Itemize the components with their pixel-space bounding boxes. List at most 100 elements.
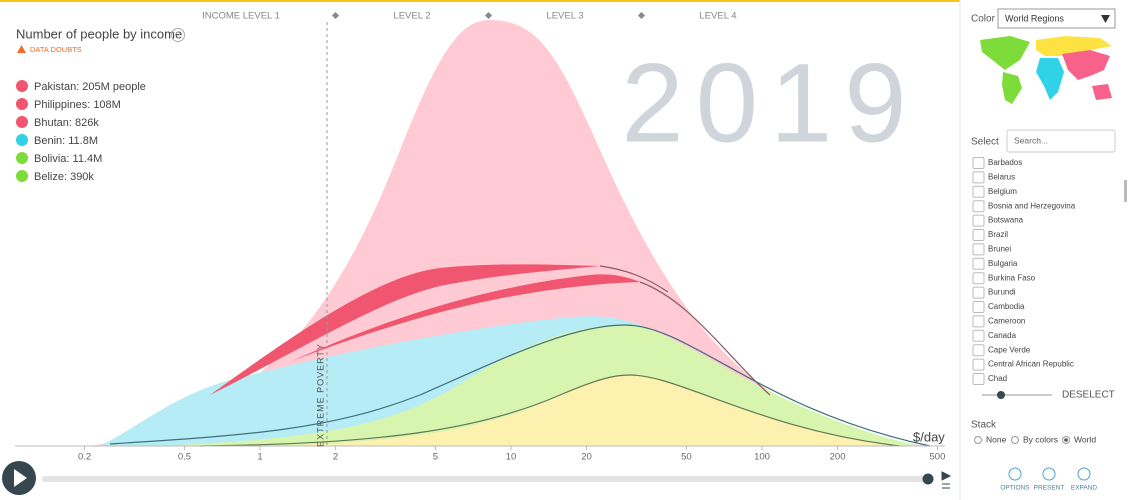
color-select[interactable] xyxy=(997,8,1116,29)
speed-icon[interactable] xyxy=(941,471,952,489)
country-name[interactable]: Canada xyxy=(988,331,1017,340)
map-americas-north xyxy=(980,36,1030,70)
country-checkbox[interactable] xyxy=(972,373,985,385)
map-europe xyxy=(1036,36,1112,56)
country-name[interactable]: Brazil xyxy=(988,230,1008,239)
country-name[interactable]: Bosnia and Herzegovina xyxy=(988,201,1076,210)
stack-option-label[interactable]: None xyxy=(986,434,1007,444)
x-tick-label: 20 xyxy=(581,452,592,463)
legend-label[interactable]: Pakistan: 205M people xyxy=(34,81,146,93)
country-checkbox[interactable] xyxy=(972,344,985,357)
deselect-button[interactable]: DESELECT xyxy=(1062,390,1115,401)
x-tick-label: 2 xyxy=(333,452,338,463)
button-icon[interactable] xyxy=(1008,467,1022,481)
level-diamond xyxy=(637,11,646,20)
map-americas-south xyxy=(1002,72,1022,104)
country-checkbox[interactable] xyxy=(972,315,985,328)
country-name[interactable]: Cambodia xyxy=(988,302,1025,311)
bottom-buttons: OPTIONS PRESENT EXPAND xyxy=(1000,467,1098,492)
stack-radio[interactable] xyxy=(974,436,982,444)
button-label[interactable]: EXPAND xyxy=(1071,485,1098,492)
button-icon[interactable] xyxy=(1042,467,1056,481)
country-list: Barbados Belarus Belgium Bosnia and Herzego… xyxy=(972,157,1076,385)
dropdown-arrow xyxy=(1101,15,1110,23)
country-name[interactable]: Belgium xyxy=(988,187,1017,196)
country-checkbox[interactable] xyxy=(972,185,985,198)
country-checkbox[interactable] xyxy=(972,301,985,313)
legend-dot[interactable] xyxy=(16,170,28,182)
search-placeholder: Search... xyxy=(1014,135,1048,145)
country-name[interactable]: Brunei xyxy=(988,245,1011,254)
size-slider-knob[interactable] xyxy=(997,391,1005,399)
button-label[interactable]: PRESENT xyxy=(1034,485,1065,492)
search-input[interactable] xyxy=(1006,129,1116,153)
legend-label[interactable]: Bhutan: 826k xyxy=(34,117,99,129)
warning-icon xyxy=(17,45,26,53)
line-pakistan xyxy=(599,265,669,293)
x-unit: $/day xyxy=(913,429,945,444)
stack-label: Stack xyxy=(971,420,997,431)
x-tick-label: 0.5 xyxy=(178,452,191,463)
legend-dot[interactable] xyxy=(16,134,28,146)
mountain-chart: EXTREME POVERTY xyxy=(15,20,945,447)
data-doubts[interactable]: DATA DOUBTS xyxy=(30,45,82,54)
stack-option-label[interactable]: World xyxy=(1074,434,1096,444)
x-tick-label: 0.2 xyxy=(78,452,91,463)
country-checkbox[interactable] xyxy=(972,171,985,184)
map-asia xyxy=(1062,50,1112,100)
legend-dot[interactable] xyxy=(16,80,28,92)
legend-label[interactable]: Philippines: 108M xyxy=(34,99,121,111)
poverty-label: EXTREME POVERTY xyxy=(315,343,325,447)
country-checkbox[interactable] xyxy=(972,200,985,213)
button-icon[interactable] xyxy=(1077,467,1091,481)
chart-title: Number of people by income xyxy=(16,26,182,41)
country-checkbox[interactable] xyxy=(972,358,985,371)
country-name[interactable]: Belarus xyxy=(988,173,1015,182)
stack-radio-dot xyxy=(1064,438,1068,442)
country-checkbox[interactable] xyxy=(972,214,985,227)
help-mark: ? xyxy=(175,30,180,40)
country-name[interactable]: Chad xyxy=(988,374,1007,383)
country-checkbox[interactable] xyxy=(972,329,985,342)
country-name[interactable]: Burkina Faso xyxy=(988,273,1036,282)
stack-radio[interactable] xyxy=(1011,436,1019,444)
x-tick-label: 200 xyxy=(830,452,846,463)
country-checkbox[interactable] xyxy=(972,286,985,299)
country-name[interactable]: Botswana xyxy=(988,216,1024,225)
country-checkbox[interactable] xyxy=(972,272,985,285)
level-diamond xyxy=(484,11,493,20)
x-tick-label: 10 xyxy=(506,452,517,463)
level-label: INCOME LEVEL 1 xyxy=(202,11,280,22)
country-name[interactable]: Cape Verde xyxy=(988,345,1031,354)
timeline-knob[interactable] xyxy=(922,473,934,485)
country-name[interactable]: Barbados xyxy=(988,158,1022,167)
country-name[interactable]: Central African Republic xyxy=(988,360,1074,369)
legend-dot[interactable] xyxy=(16,116,28,128)
country-checkbox[interactable] xyxy=(972,157,985,169)
stack-option-label[interactable]: By colors xyxy=(1023,434,1058,444)
country-name[interactable]: Bulgaria xyxy=(988,259,1018,268)
line-benin xyxy=(109,324,931,447)
play-icon xyxy=(14,469,27,487)
button-label[interactable]: OPTIONS xyxy=(1000,485,1030,492)
country-checkbox[interactable] xyxy=(972,257,985,270)
level-label: LEVEL 4 xyxy=(699,11,736,22)
list-scrollbar[interactable] xyxy=(1124,180,1127,202)
region-map[interactable] xyxy=(980,36,1112,104)
legend-dot[interactable] xyxy=(16,152,28,164)
legend-label[interactable]: Bolivia: 11.4M xyxy=(34,153,102,165)
level-diamond xyxy=(331,11,340,20)
country-checkbox[interactable] xyxy=(972,229,985,241)
x-tick-label: 1 xyxy=(257,452,262,463)
year: 2019 xyxy=(621,41,918,166)
legend-label[interactable]: Benin: 11.8M xyxy=(34,135,98,147)
legend-label[interactable]: Belize: 390k xyxy=(34,171,94,183)
help-icon[interactable] xyxy=(171,28,185,42)
country-checkbox[interactable] xyxy=(972,243,985,256)
color-label: Color xyxy=(971,14,996,25)
area-europe xyxy=(250,375,900,446)
legend-dot[interactable] xyxy=(16,98,28,110)
country-name[interactable]: Cameroon xyxy=(988,317,1025,326)
country-name[interactable]: Burundi xyxy=(988,288,1016,297)
